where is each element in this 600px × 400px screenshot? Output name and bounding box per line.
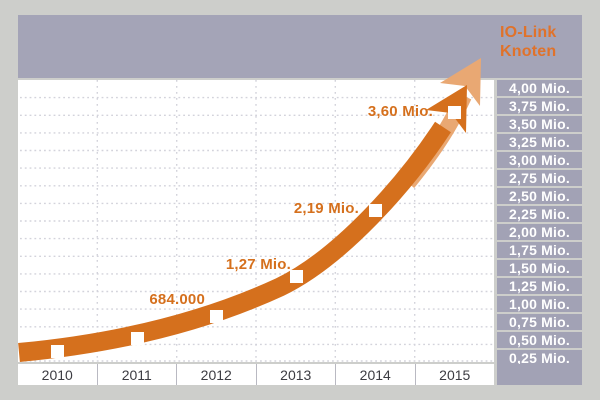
y-axis-tick-column: 4,00 Mio. 3,75 Mio. 3,50 Mio. 3,25 Mio. … [497,80,582,366]
y-tick-label: 3,50 Mio. [497,116,582,132]
data-label-2015: 3,60 Mio. [367,103,433,120]
data-label-2014: 2,19 Mio. [293,200,359,217]
growth-arrow [18,85,467,362]
x-tick-label: 2014 [335,364,415,385]
marker-2012 [210,310,223,323]
y-tick-label: 3,00 Mio. [497,152,582,168]
header-band: IO-Link Knoten [18,15,582,78]
gridlines [20,80,494,362]
y-tick-label: 1,50 Mio. [497,260,582,276]
chart-title-line2: Knoten [500,43,557,60]
data-label-2013: 1,27 Mio. [225,256,291,273]
y-tick-label: 4,00 Mio. [497,80,582,96]
marker-2014 [369,204,382,217]
marker-2013 [290,270,303,283]
x-tick-label: 2013 [255,364,336,385]
y-tick-label: 1,25 Mio. [497,278,582,294]
data-point-markers [51,106,461,358]
y-axis-corner-cell [497,364,582,385]
x-tick-label: 2010 [41,366,73,383]
chart-title: IO-Link Knoten [500,23,580,61]
marker-2010 [51,345,64,358]
y-tick-label: 0,50 Mio. [497,332,582,348]
x-axis-row: 2010 2011 2012 2013 2014 2015 [18,364,494,385]
x-tick-label: 2015 [414,364,495,385]
y-tick-label: 3,25 Mio. [497,134,582,150]
y-tick-label: 2,75 Mio. [497,170,582,186]
y-tick-label: 3,75 Mio. [497,98,582,114]
marker-2011 [131,332,144,345]
y-tick-label: 2,50 Mio. [497,188,582,204]
y-tick-label: 1,75 Mio. [497,242,582,258]
y-tick-label: 1,00 Mio. [497,296,582,312]
x-tick-label: 2011 [96,364,177,385]
y-tick-label: 2,00 Mio. [497,224,582,240]
x-tick-label: 2012 [176,364,256,385]
chart-title-line1: IO-Link [500,24,557,41]
y-tick-label: 0,25 Mio. [497,350,582,366]
y-tick-label: 2,25 Mio. [497,206,582,222]
marker-2015 [448,106,461,119]
data-label-2012: 684.000 [149,291,205,308]
y-tick-label: 0,75 Mio. [497,314,582,330]
